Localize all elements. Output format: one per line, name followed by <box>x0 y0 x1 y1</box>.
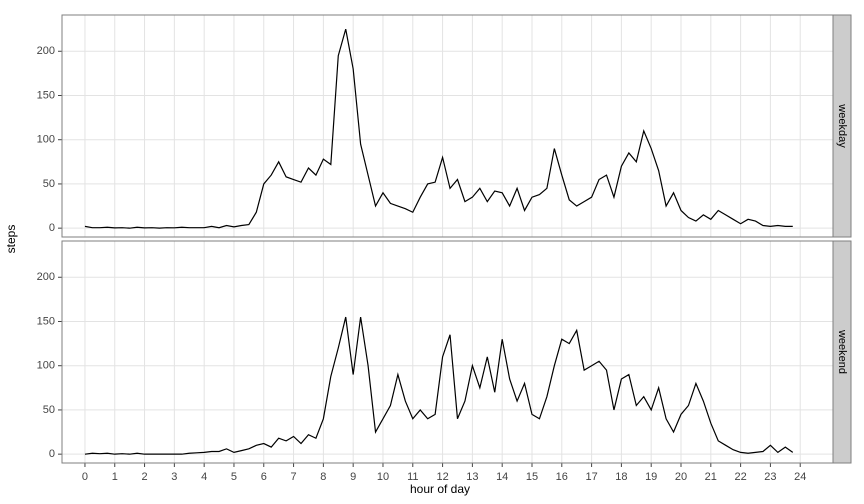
strip: weekend <box>832 240 852 464</box>
x-tick-label: 15 <box>526 471 538 483</box>
x-tick-label: 3 <box>171 471 177 483</box>
x-tick-label: 18 <box>615 471 627 483</box>
y-tick-label: 200 <box>37 271 55 283</box>
x-tick-label: 14 <box>496 471 508 483</box>
y-tick-label: 150 <box>37 89 55 101</box>
x-tick-label: 11 <box>407 471 418 483</box>
y-tick-label: 100 <box>37 134 55 146</box>
y-tick-label: 50 <box>43 178 55 190</box>
x-tick-label: 13 <box>466 471 478 483</box>
x-tick-label: 5 <box>231 471 237 483</box>
x-tick-label: 4 <box>201 471 207 483</box>
x-tick-label: 2 <box>141 471 147 483</box>
x-tick-label: 16 <box>556 471 568 483</box>
x-tick-label: 20 <box>675 471 687 483</box>
x-tick-label: 21 <box>705 471 717 483</box>
strip-background <box>832 14 852 238</box>
y-tick-label: 0 <box>49 448 55 460</box>
x-tick-label: 24 <box>794 471 806 483</box>
panel-background <box>62 241 833 463</box>
x-tick-label: 12 <box>436 471 448 483</box>
x-tick-label: 8 <box>320 471 326 483</box>
line <box>84 316 794 455</box>
y-tick-label: 150 <box>37 315 55 327</box>
x-axis-title: hour of day <box>410 482 470 496</box>
x-tick-label: 1 <box>112 471 118 483</box>
x-tick-label: 7 <box>291 471 297 483</box>
x-tick-label: 9 <box>350 471 356 483</box>
line <box>84 28 793 229</box>
y-tick-label: 100 <box>37 360 55 372</box>
x-tick-label: 22 <box>734 471 746 483</box>
y-axis-title: steps <box>4 225 18 254</box>
x-tick-label: 23 <box>764 471 776 483</box>
y-tick-label: 50 <box>43 404 55 416</box>
y-tick-label: 0 <box>49 222 55 234</box>
panel-background <box>62 15 833 237</box>
x-tick-label: 19 <box>645 471 657 483</box>
strip-background <box>832 240 852 464</box>
strip: weekday <box>832 14 852 238</box>
x-tick-label: 10 <box>377 471 389 483</box>
x-tick-label: 6 <box>261 471 267 483</box>
x-tick-label: 0 <box>82 471 88 483</box>
x-tick-label: 17 <box>585 471 597 483</box>
strip-label: weekday <box>836 103 848 148</box>
y-tick-label: 200 <box>37 45 55 57</box>
strip-label: weekend <box>836 329 848 374</box>
